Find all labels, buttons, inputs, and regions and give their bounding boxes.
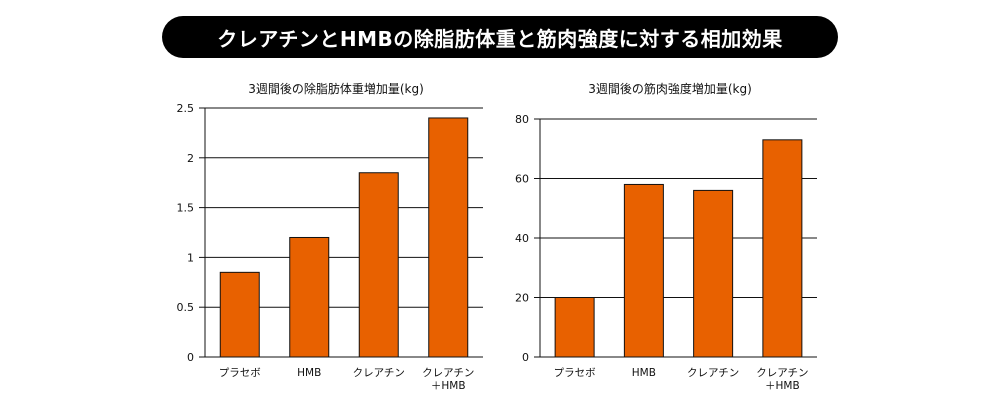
x-category-label: プラセボ: [219, 367, 261, 379]
y-tick-label: 40: [515, 232, 529, 245]
bar: [623, 183, 664, 358]
y-tick-label: 0: [522, 351, 529, 364]
x-category-label: クレアチン＋HMB: [756, 367, 808, 392]
y-tick-label: 80: [515, 113, 529, 126]
y-tick-label: 2: [187, 152, 194, 165]
bar: [428, 117, 469, 358]
x-category-label: プラセボ: [554, 367, 596, 379]
bar: [762, 139, 803, 358]
x-category-label: HMB: [632, 367, 656, 379]
bar: [289, 236, 330, 358]
y-tick-label: 0: [187, 351, 194, 364]
banner-title: クレアチンとHMBの除脂肪体重と筋肉強度に対する相加効果: [162, 16, 838, 58]
x-category-label: クレアチン: [353, 367, 405, 379]
chart-title: 3週間後の筋肉強度増加量(kg): [588, 81, 752, 96]
y-tick-label: 60: [515, 173, 529, 186]
chart-title: 3週間後の除脂肪体重増加量(kg): [248, 81, 424, 96]
y-tick-label: 1.5: [177, 202, 195, 215]
x-category-label: HMB: [297, 367, 321, 379]
bar: [554, 297, 595, 358]
bar: [358, 172, 399, 358]
x-category-label: クレアチン: [687, 367, 739, 379]
y-tick-label: 1: [187, 251, 194, 264]
y-tick-label: 20: [515, 292, 529, 305]
bar: [219, 271, 260, 358]
bar: [693, 189, 734, 358]
y-tick-label: 2.5: [177, 102, 195, 115]
y-tick-label: 0.5: [177, 301, 195, 314]
x-category-label: クレアチン＋HMB: [422, 367, 474, 392]
